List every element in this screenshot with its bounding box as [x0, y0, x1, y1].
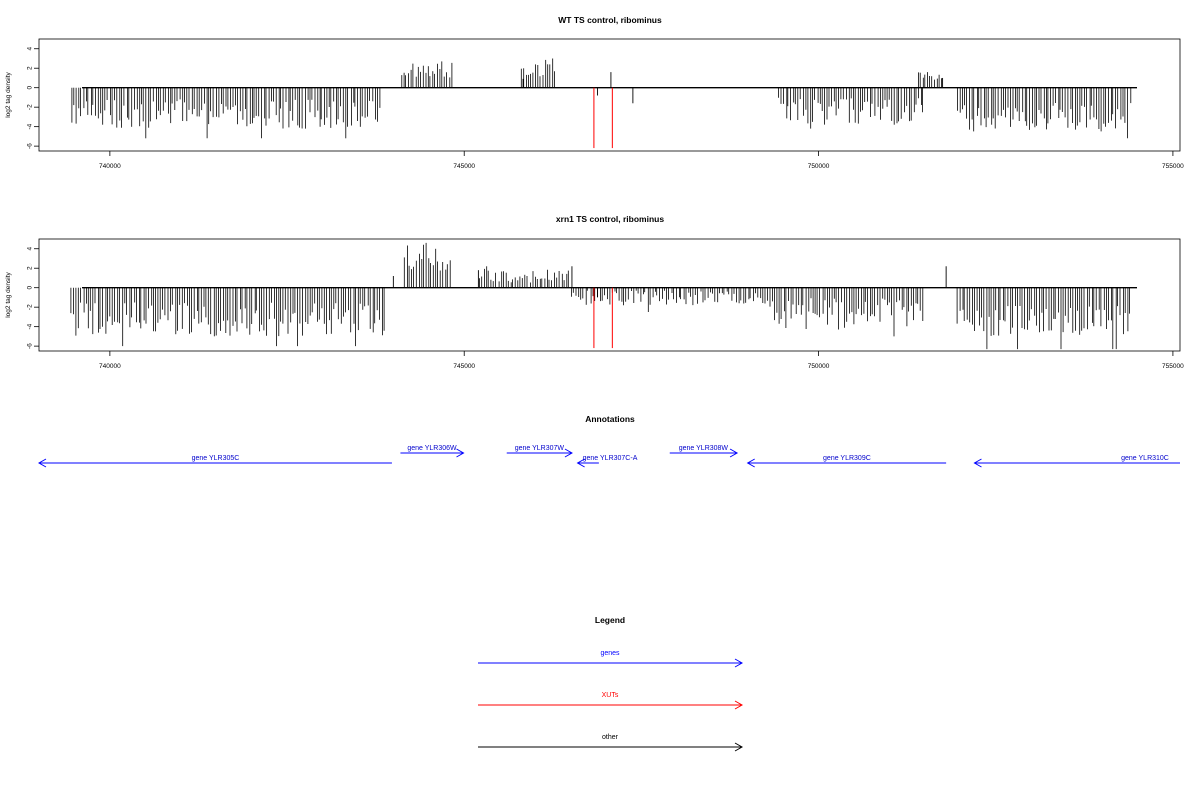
gene-label: gene YLR308W	[679, 445, 729, 452]
y-tick-label: -2	[27, 104, 34, 110]
y-tick-label: 0	[27, 286, 34, 290]
gene-label: gene YLR310C	[1121, 455, 1169, 462]
gene-annotation: gene YLR305C	[37, 455, 392, 468]
xrn1-ticks: -6 -4 -2 0 2 4 740000 745000 750000 755000	[27, 247, 1184, 370]
y-tick-label: -4	[27, 323, 34, 329]
gene-arrow-head	[729, 448, 739, 458]
y-tick-label: -6	[27, 343, 34, 349]
gene-annotation: gene YLR306W	[400, 445, 465, 458]
xrn1-panel: xrn1 TS control, ribominus log2 tag dens…	[5, 214, 1184, 370]
xrn1-panel-title: xrn1 TS control, ribominus	[556, 214, 664, 224]
x-tick-label: 740000	[99, 163, 121, 170]
gene-label: gene YLR305C	[192, 455, 240, 462]
legend-items: genes XUTs other	[478, 650, 744, 752]
wt-ticks: -6 -4 -2 0 2 4 740000 745000 750000 755000	[27, 47, 1184, 170]
y-tick-label: 0	[27, 86, 34, 90]
x-tick-label: 750000	[808, 363, 830, 370]
gene-arrow-head	[37, 458, 47, 468]
x-tick-label: 745000	[453, 363, 475, 370]
legend-label: other	[602, 734, 619, 741]
gene-annotation: gene YLR309C	[746, 455, 947, 468]
xrn1-y-axis-label: log2 tag density	[5, 271, 12, 317]
y-tick-label: -4	[27, 123, 34, 129]
y-tick-label: 2	[27, 266, 34, 270]
wt-panel-title: WT TS control, ribominus	[558, 15, 662, 25]
gene-annotation: gene YLR307C-A	[576, 455, 638, 468]
legend-label: XUTs	[602, 692, 619, 699]
legend-item: other	[478, 734, 744, 752]
gene-label: gene YLR307C-A	[583, 455, 638, 462]
gene-arrows: gene YLR305C gene YLR306W gene YLR307W gene…	[37, 445, 1180, 468]
legend-item: XUTs	[478, 692, 744, 710]
gene-arrow-head	[973, 458, 982, 468]
y-tick-label: 2	[27, 66, 34, 70]
xrn1-plot-frame	[38, 238, 1181, 352]
legend-label: genes	[600, 650, 620, 657]
gene-arrow-head	[564, 448, 573, 458]
x-tick-label: 750000	[808, 163, 830, 170]
gene-arrow-head	[576, 458, 585, 468]
x-tick-label: 755000	[1162, 163, 1184, 170]
y-tick-label: 4	[27, 47, 34, 51]
xrn1-bars	[70, 242, 1137, 350]
wt-panel: WT TS control, ribominus log2 tag densit…	[5, 15, 1184, 170]
wt-y-axis-label: log2 tag density	[5, 71, 12, 117]
gene-label: gene YLR307W	[515, 445, 565, 452]
y-tick-label: -6	[27, 143, 34, 149]
gene-annotation: gene YLR307W	[506, 445, 573, 458]
x-tick-label: 755000	[1162, 363, 1184, 370]
gene-label: gene YLR309C	[823, 455, 871, 462]
y-tick-label: -2	[27, 304, 34, 310]
gene-label: gene YLR306W	[407, 445, 457, 452]
gene-arrow-head	[746, 458, 755, 468]
legend-arrow-head	[734, 658, 744, 668]
wt-plot-frame	[38, 38, 1181, 152]
gene-annotation: gene YLR308W	[669, 445, 739, 458]
x-tick-label: 740000	[99, 363, 121, 370]
legend-panel: Legend genes XUTs other	[478, 615, 744, 752]
wt-bars	[71, 58, 1137, 149]
x-tick-label: 745000	[453, 163, 475, 170]
annotations-title: Annotations	[585, 414, 635, 424]
y-tick-label: 4	[27, 247, 34, 251]
legend-title: Legend	[595, 615, 625, 625]
legend-arrow-head	[734, 700, 744, 710]
legend-arrow-head	[734, 742, 744, 752]
legend-item: genes	[478, 650, 744, 668]
gene-annotation: gene YLR310C	[973, 455, 1180, 468]
gene-arrow-head	[456, 448, 465, 458]
